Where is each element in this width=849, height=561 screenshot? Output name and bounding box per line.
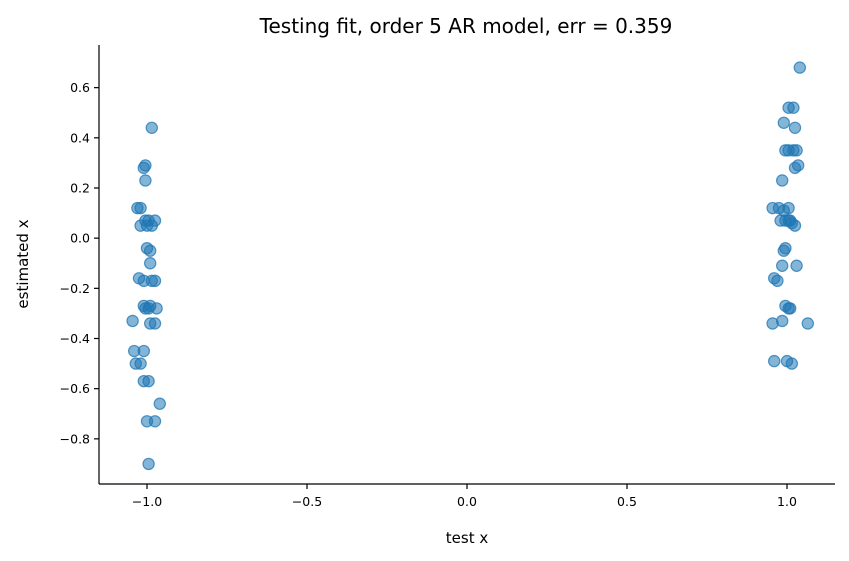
x-ticks: −1.0 −0.5 0.0 0.5 1.0	[132, 484, 797, 509]
data-point	[150, 302, 163, 315]
data-point	[139, 174, 152, 187]
data-point	[142, 374, 155, 388]
data-point	[143, 244, 157, 257]
data-point	[126, 314, 139, 328]
data-point	[148, 274, 162, 288]
data-point	[788, 161, 802, 175]
data-point	[785, 357, 799, 370]
data-point	[784, 302, 797, 315]
data-point	[148, 415, 162, 428]
data-point	[801, 317, 815, 330]
y-tick-label: −0.6	[60, 381, 90, 396]
data-point	[153, 397, 166, 410]
data-point	[777, 244, 791, 257]
y-tick-label: −0.8	[60, 431, 90, 446]
data-point	[148, 317, 162, 330]
data-point	[776, 174, 789, 187]
data-point	[134, 357, 147, 370]
y-tick-label: 0.4	[70, 130, 90, 145]
data-point	[137, 161, 150, 175]
data-point	[771, 274, 784, 288]
points-layer	[126, 61, 815, 471]
data-point	[143, 257, 157, 270]
data-point	[137, 344, 150, 358]
data-point	[790, 144, 803, 157]
y-ticks: −0.8 −0.6 −0.4 −0.2 0.0 0.2 0.4 0.6	[60, 80, 99, 446]
data-point	[776, 259, 789, 272]
data-point	[787, 101, 800, 114]
x-axis-label: test x	[446, 529, 489, 547]
y-tick-label: −0.4	[60, 331, 90, 346]
data-point	[788, 219, 802, 232]
data-point	[790, 259, 803, 272]
y-tick-label: 0.0	[70, 231, 90, 246]
y-tick-label: −0.2	[60, 281, 90, 296]
data-point	[145, 219, 158, 232]
chart-title: Testing fit, order 5 AR model, err = 0.3…	[259, 14, 673, 38]
y-tick-label: 0.2	[70, 180, 90, 195]
data-point	[777, 116, 791, 129]
data-point	[145, 121, 158, 134]
x-tick-label: −1.0	[132, 494, 162, 509]
x-tick-label: 0.0	[457, 494, 477, 509]
y-tick-label: 0.6	[70, 80, 90, 95]
data-point	[788, 121, 802, 134]
data-point	[766, 317, 779, 330]
data-point	[768, 354, 781, 368]
y-axis-label: estimated x	[14, 219, 32, 308]
x-tick-label: −0.5	[292, 494, 322, 509]
axes-layer	[98, 45, 835, 485]
data-point	[793, 61, 807, 74]
data-point	[142, 457, 155, 471]
x-tick-label: 1.0	[777, 494, 797, 509]
x-tick-label: 0.5	[617, 494, 637, 509]
data-point	[134, 201, 147, 215]
data-point	[782, 201, 795, 215]
